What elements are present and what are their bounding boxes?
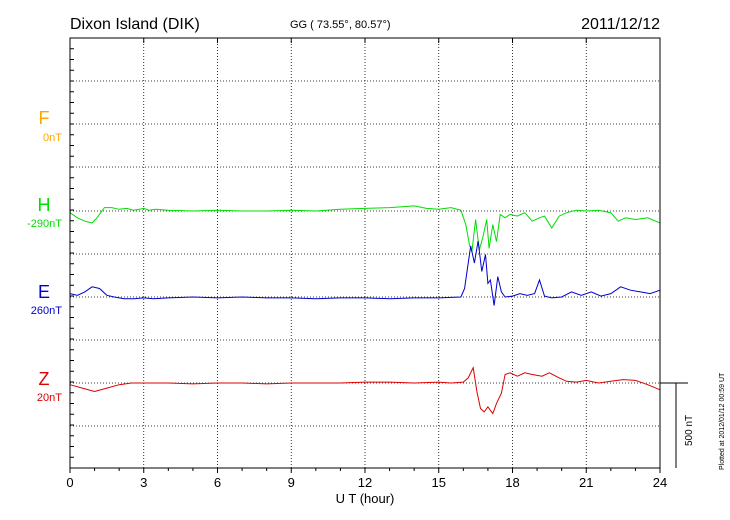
offset-label-H: -290nT (27, 218, 62, 230)
x-axis-label: U T (hour) (336, 491, 395, 506)
series-line-E (69, 240, 661, 306)
series-line-Z (69, 366, 661, 415)
plot-frame (69, 37, 661, 469)
plotted-footer: Plotted at 2012/01/12 00:59 UT (719, 372, 726, 470)
series-traces (69, 205, 661, 415)
x-axis-ticks: 0 3 6 9 12 15 18 21 24 (66, 38, 667, 490)
scale-bar: 500 nT (660, 382, 695, 468)
grid-lines (70, 38, 660, 468)
label-E: E (38, 282, 50, 302)
chart-subtitle: GG ( 73.55°, 80.57°) (290, 19, 391, 31)
x-tick-label: 6 (214, 475, 221, 490)
offset-label-E: 260nT (31, 305, 62, 317)
label-Z: Z (39, 369, 50, 389)
x-tick-label: 0 (66, 475, 73, 490)
offset-label-F: 0nT (43, 132, 62, 144)
x-tick-label: 15 (432, 475, 446, 490)
offset-label-Z: 20nT (37, 392, 62, 404)
series-line-H (69, 205, 661, 252)
x-tick-label: 3 (140, 475, 147, 490)
x-tick-label: 24 (653, 475, 667, 490)
x-tick-label: 12 (358, 475, 372, 490)
x-tick-label: 9 (288, 475, 295, 490)
label-H: H (38, 195, 51, 215)
x-tick-label: 18 (505, 475, 519, 490)
chart-title: Dixon Island (DIK) (70, 16, 200, 33)
x-tick-label: 21 (579, 475, 593, 490)
label-F: F (39, 108, 50, 128)
chart-date: 2011/12/12 (581, 16, 660, 33)
scale-bar-label: 500 nT (684, 415, 695, 446)
